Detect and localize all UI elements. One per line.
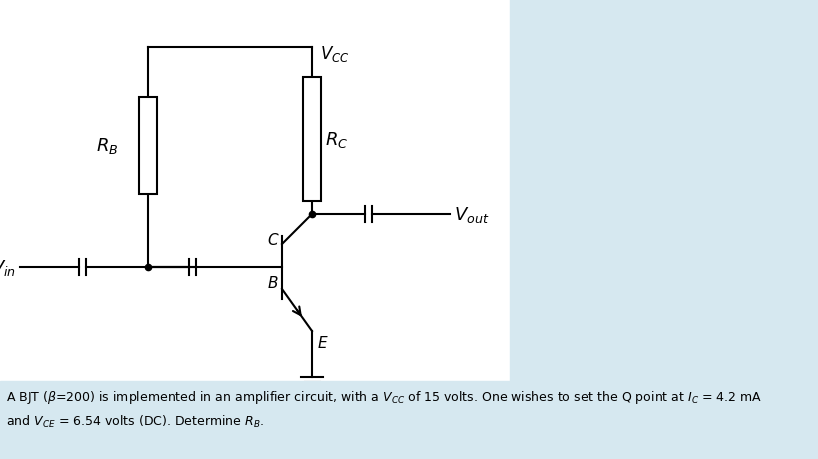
Text: C: C: [267, 233, 278, 248]
Bar: [303, 78, 321, 202]
Text: $R_C$: $R_C$: [325, 130, 348, 150]
Text: B: B: [267, 276, 278, 291]
Text: $R_B$: $R_B$: [96, 136, 118, 156]
Text: A BJT ($\beta$=200) is implemented in an amplifier circuit, with a $V_{CC}$ of 1: A BJT ($\beta$=200) is implemented in an…: [6, 388, 762, 405]
Bar: [0, 381, 818, 459]
Text: $V_{in}$: $V_{in}$: [0, 257, 16, 277]
Text: $V_{out}$: $V_{out}$: [454, 205, 489, 224]
Bar: [510, 0, 818, 459]
Bar: [139, 98, 157, 195]
Bar: [0, 0, 510, 459]
Text: and $V_{CE}$ = 6.54 volts (DC). Determine $R_B$.: and $V_{CE}$ = 6.54 volts (DC). Determin…: [6, 413, 264, 429]
Text: E: E: [318, 336, 328, 351]
Text: $V_{CC}$: $V_{CC}$: [320, 44, 349, 64]
